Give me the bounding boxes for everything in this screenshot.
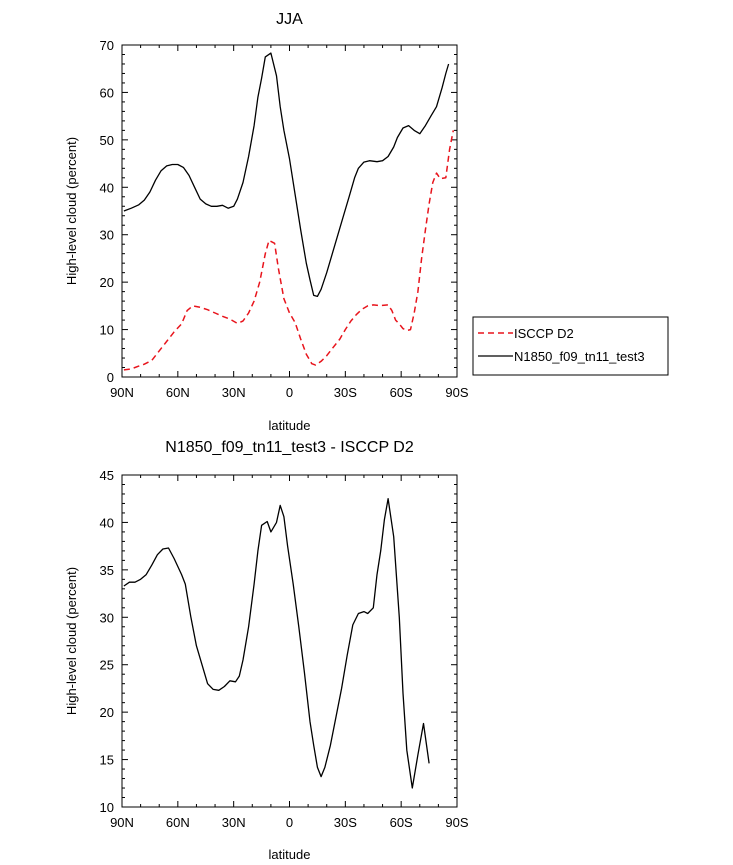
bottom-x-tick-label: 0 bbox=[286, 815, 293, 830]
bottom-series-lines bbox=[123, 498, 430, 789]
bottom-ticks bbox=[121, 474, 458, 808]
bottom-y-tick-label: 40 bbox=[100, 515, 114, 530]
legend-label-model: N1850_f09_tn11_test3 bbox=[514, 349, 645, 364]
bottom-y-tick-labels: 10 15 20 25 30 35 40 45 bbox=[100, 468, 114, 815]
top-y-tick-label: 70 bbox=[100, 38, 114, 53]
top-x-tick-label: 60S bbox=[390, 385, 413, 400]
bottom-y-tick-label: 30 bbox=[100, 610, 114, 625]
top-series-lines bbox=[123, 52, 455, 371]
bottom-x-tick-label: 90S bbox=[445, 815, 468, 830]
top-x-tick-labels: 90N 60N 30N 0 30S 60S 90S bbox=[110, 385, 469, 400]
legend-box bbox=[472, 316, 669, 376]
top-plot-frame bbox=[121, 44, 458, 378]
legend: ISCCP D2 N1850_f09_tn11_test3 bbox=[472, 316, 669, 376]
top-series-line-isccp bbox=[123, 130, 455, 371]
bottom-x-tick-label: 30N bbox=[222, 815, 246, 830]
bottom-y-tick-label: 10 bbox=[100, 800, 114, 815]
bottom-y-tick-label: 20 bbox=[100, 705, 114, 720]
top-y-axis-label: High-level cloud (percent) bbox=[64, 137, 79, 285]
top-y-tick-label: 0 bbox=[107, 370, 114, 385]
top-series-line-model bbox=[123, 52, 450, 298]
top-y-tick-label: 40 bbox=[100, 180, 114, 195]
top-y-tick-labels: 0 10 20 30 40 50 60 70 bbox=[100, 38, 114, 385]
top-x-tick-label: 90N bbox=[110, 385, 134, 400]
top-x-axis-label: latitude bbox=[269, 418, 311, 433]
bottom-y-tick-label: 15 bbox=[100, 753, 114, 768]
top-y-tick-label: 60 bbox=[100, 85, 114, 100]
bottom-x-tick-label: 60S bbox=[390, 815, 413, 830]
bottom-x-tick-labels: 90N 60N 30N 0 30S 60S 90S bbox=[110, 815, 469, 830]
top-chart-panel: JJA 90N 60N 30N 0 30S 60S 90S 010203040506070 … bbox=[64, 11, 469, 433]
bottom-chart-panel: N1850_f09_tn11_test3 - ISCCP D2 90N 60N 30… bbox=[64, 439, 469, 862]
bottom-x-tick-label: 90N bbox=[110, 815, 134, 830]
bottom-y-tick-label: 35 bbox=[100, 563, 114, 578]
bottom-y-tick-label: 45 bbox=[100, 468, 114, 483]
legend-label-isccp: ISCCP D2 bbox=[514, 326, 574, 341]
bottom-x-tick-label: 30S bbox=[334, 815, 357, 830]
bottom-series-line-model bbox=[123, 498, 430, 789]
top-y-tick-label: 20 bbox=[100, 275, 114, 290]
top-x-tick-label: 30N bbox=[222, 385, 246, 400]
top-chart-title: JJA bbox=[276, 11, 303, 28]
bottom-chart-title: N1850_f09_tn11_test3 - ISCCP D2 bbox=[165, 439, 414, 456]
top-x-tick-label: 60N bbox=[166, 385, 190, 400]
top-y-tick-label: 10 bbox=[100, 323, 114, 338]
bottom-x-tick-label: 60N bbox=[166, 815, 190, 830]
bottom-y-axis-label: High-level cloud (percent) bbox=[64, 567, 79, 715]
bottom-plot-frame bbox=[121, 474, 458, 808]
top-ticks bbox=[121, 44, 458, 378]
top-x-tick-label: 30S bbox=[334, 385, 357, 400]
bottom-y-tick-label: 25 bbox=[100, 658, 114, 673]
bottom-x-axis-label: latitude bbox=[269, 847, 311, 862]
top-y-tick-label: 50 bbox=[100, 133, 114, 148]
top-y-tick-label: 30 bbox=[100, 228, 114, 243]
top-x-tick-label: 0 bbox=[286, 385, 293, 400]
top-x-tick-label: 90S bbox=[445, 385, 468, 400]
